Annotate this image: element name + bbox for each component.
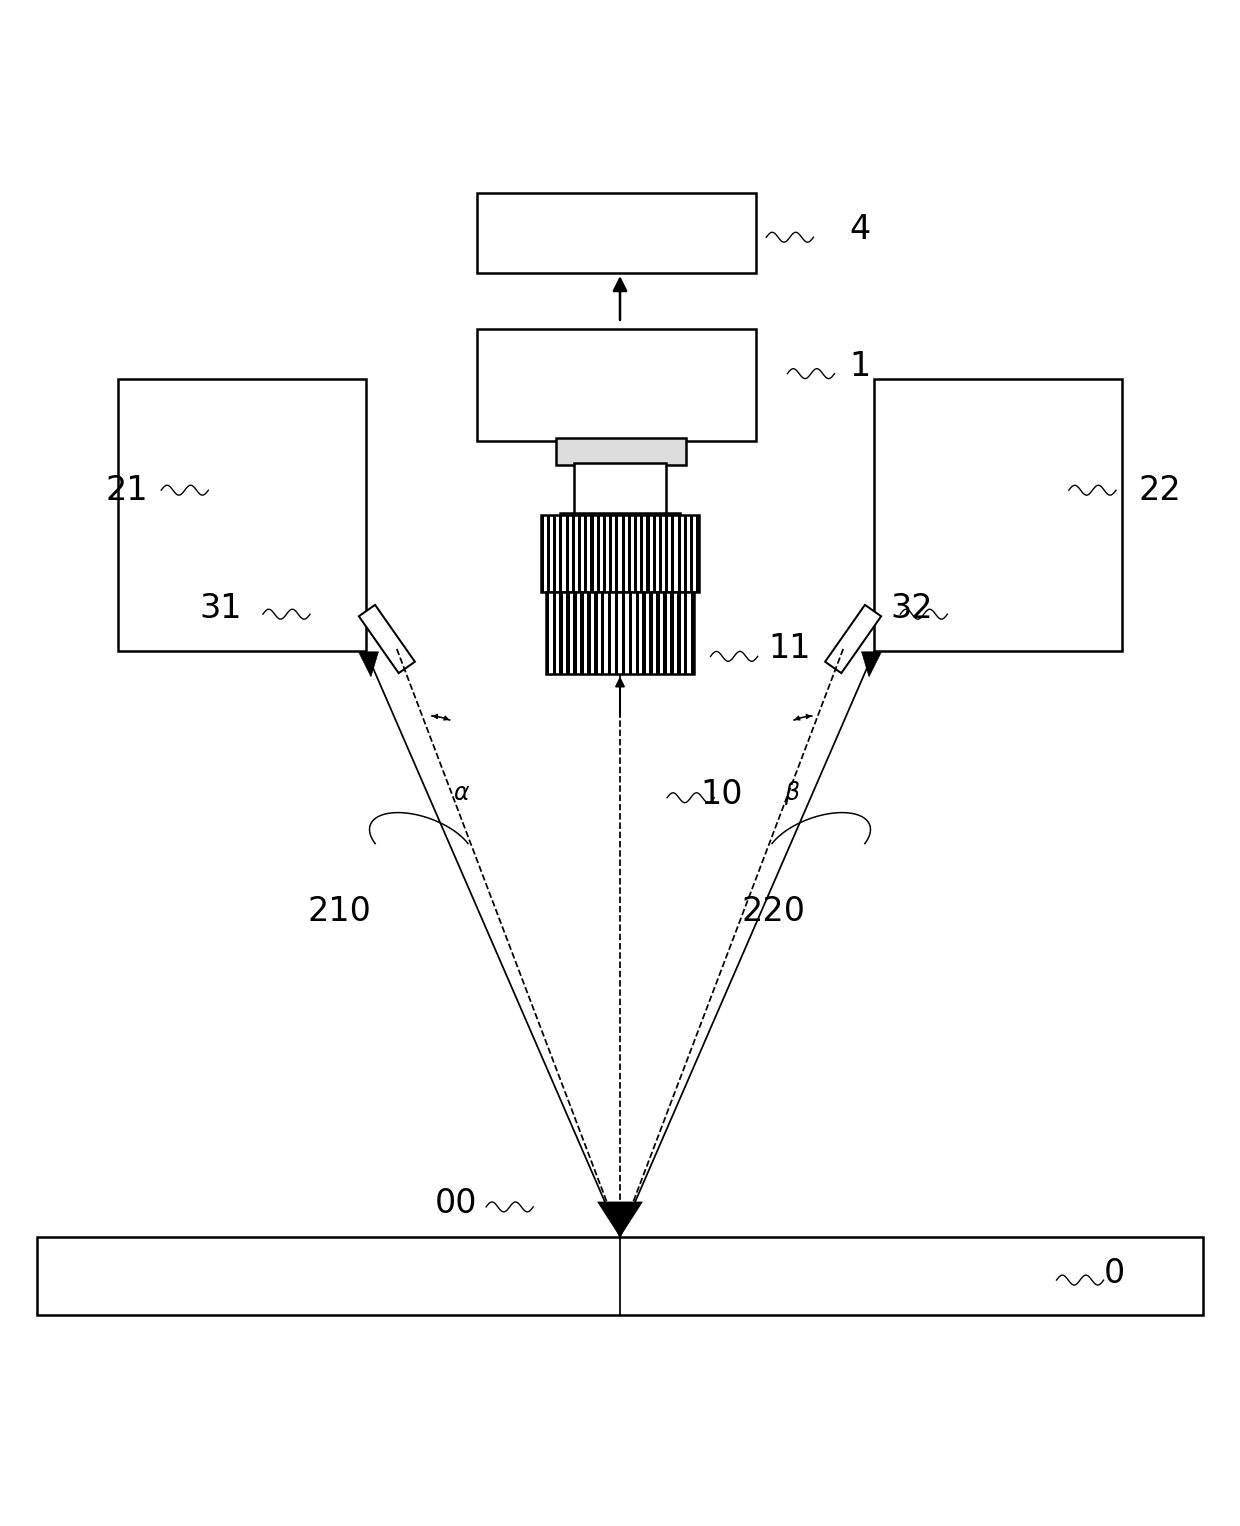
Bar	[541, 514, 699, 592]
Text: 21: 21	[105, 473, 148, 507]
Bar	[696, 514, 699, 592]
Polygon shape	[825, 604, 882, 673]
Bar	[640, 514, 644, 592]
Bar	[652, 514, 656, 592]
Text: 00: 00	[435, 1187, 477, 1219]
Bar	[594, 592, 598, 673]
Bar	[546, 592, 549, 673]
Text: 11: 11	[769, 632, 811, 665]
Bar	[541, 514, 544, 592]
Bar	[874, 378, 1122, 652]
Text: 1: 1	[849, 349, 870, 383]
Bar	[642, 592, 646, 673]
Text: 31: 31	[200, 592, 242, 624]
Bar	[587, 592, 590, 673]
Bar	[559, 592, 563, 673]
Bar	[572, 514, 575, 592]
Bar	[646, 514, 650, 592]
Text: 10: 10	[701, 778, 743, 810]
Bar	[560, 513, 680, 528]
Bar	[665, 514, 668, 592]
Bar	[621, 514, 625, 592]
Bar	[578, 514, 582, 592]
Bar	[574, 462, 666, 514]
Bar	[590, 514, 594, 592]
Bar	[609, 514, 613, 592]
Text: 0: 0	[1104, 1257, 1125, 1291]
Bar	[683, 514, 687, 592]
Text: β: β	[784, 781, 799, 804]
Bar	[553, 514, 557, 592]
Bar	[565, 514, 569, 592]
Text: 210: 210	[308, 896, 372, 928]
Bar	[547, 514, 551, 592]
Bar	[567, 592, 570, 673]
Bar	[615, 514, 619, 592]
Bar	[689, 514, 693, 592]
Polygon shape	[358, 652, 378, 676]
Bar	[584, 514, 588, 592]
Bar	[556, 438, 686, 465]
Text: 22: 22	[1138, 473, 1180, 507]
Bar	[636, 592, 639, 673]
Bar	[603, 514, 606, 592]
Bar	[627, 514, 631, 592]
Bar	[634, 514, 637, 592]
Bar	[650, 592, 653, 673]
Polygon shape	[862, 652, 882, 676]
Bar	[691, 592, 694, 673]
Bar	[580, 592, 584, 673]
Polygon shape	[598, 1202, 642, 1236]
Bar	[573, 592, 577, 673]
Bar	[546, 592, 694, 673]
Bar	[677, 514, 681, 592]
Text: α: α	[454, 781, 469, 804]
Bar	[559, 514, 563, 592]
Bar	[608, 592, 611, 673]
Text: 220: 220	[742, 896, 806, 928]
Text: 32: 32	[890, 592, 932, 624]
Bar	[658, 514, 662, 592]
Bar	[656, 592, 660, 673]
Bar	[684, 592, 687, 673]
Bar	[670, 592, 673, 673]
Bar	[663, 592, 667, 673]
Bar	[621, 592, 625, 673]
Text: 4: 4	[849, 214, 870, 246]
Bar	[615, 592, 619, 673]
Bar	[477, 330, 756, 441]
Bar	[671, 514, 675, 592]
Bar	[596, 514, 600, 592]
Bar	[37, 1236, 1203, 1315]
Bar	[118, 378, 366, 652]
Bar	[629, 592, 632, 673]
Bar	[477, 192, 756, 273]
Polygon shape	[358, 604, 415, 673]
Bar	[601, 592, 604, 673]
Bar	[677, 592, 681, 673]
Bar	[553, 592, 556, 673]
